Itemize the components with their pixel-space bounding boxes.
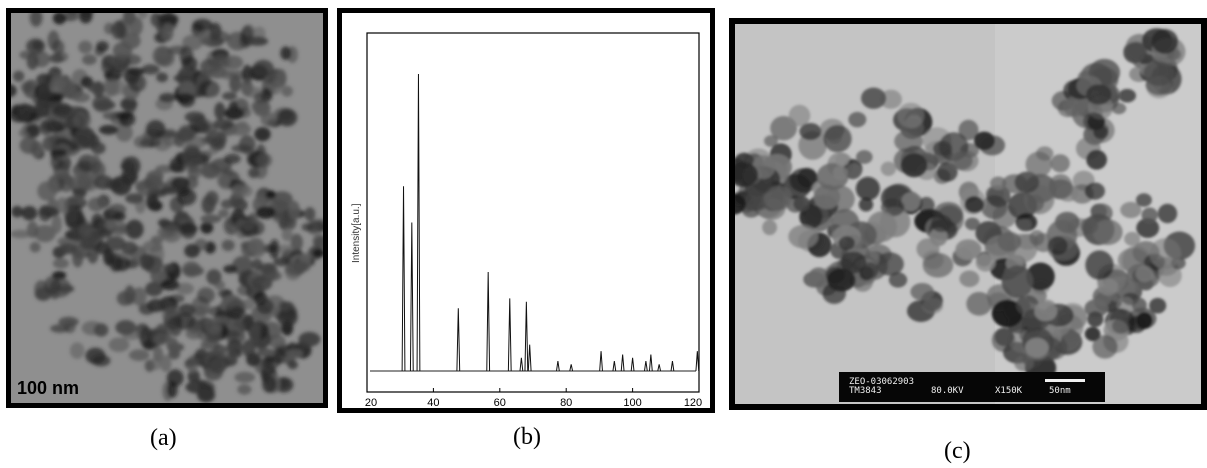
x-tick-label: 120: [684, 397, 702, 408]
tem-micrograph-a: [11, 13, 323, 403]
caption-c: (c): [944, 438, 971, 464]
tem-image-a: 100 nm: [6, 8, 328, 408]
diffraction-peak: [630, 357, 635, 372]
diffraction-peak: [486, 271, 491, 372]
accelerating-voltage: 80.0KV: [931, 386, 964, 396]
x-tick-label: 40: [427, 397, 439, 408]
diffraction-peak: [599, 351, 603, 372]
tem-micrograph-c: [735, 24, 1201, 404]
caption-a: (a): [150, 425, 177, 451]
instrument-id: TM3843: [849, 386, 882, 396]
diffraction-peak: [657, 364, 662, 372]
x-tick-label: 80: [560, 397, 572, 408]
scale-bar: [1045, 379, 1085, 382]
plot-frame: [366, 32, 700, 393]
diffraction-peak: [643, 361, 648, 372]
diffraction-peak: [507, 298, 512, 372]
diffraction-peak: [527, 344, 532, 372]
x-tick-label: 60: [494, 397, 506, 408]
diffraction-peak: [456, 308, 461, 372]
diffraction-peak: [612, 361, 617, 372]
xrd-chart: Intensity[a.u.] 20 40 60 80 100 120: [337, 8, 715, 413]
micrograph-id: ZEO-03062903: [849, 377, 915, 387]
diffraction-peak: [524, 301, 529, 372]
diffraction-peak: [409, 222, 414, 372]
tem-image-c: ZEO-03062903 TM3843 80.0KV X150K 50nm: [729, 18, 1207, 410]
diffraction-peak: [401, 186, 406, 372]
x-tick-label: 20: [365, 397, 377, 408]
diffraction-peak: [670, 361, 675, 372]
magnification: X150K: [995, 386, 1023, 396]
diffraction-peak: [556, 361, 560, 372]
diffraction-peak: [648, 354, 653, 372]
diffraction-peak: [519, 357, 524, 372]
x-tick-label: 100: [623, 397, 641, 408]
scale-bar-label: 50nm: [1049, 386, 1071, 396]
scale-bar-label: 100 nm: [17, 378, 80, 398]
diffraction-peak: [620, 354, 625, 372]
y-axis-label: Intensity[a.u.]: [351, 203, 362, 263]
caption-b: (b): [513, 424, 541, 450]
xrd-plot: Intensity[a.u.] 20 40 60 80 100 120: [351, 32, 702, 408]
diffraction-peak: [569, 364, 574, 372]
diffraction-peak: [416, 73, 421, 372]
instrument-info-bar: ZEO-03062903 TM3843 80.0KV X150K 50nm: [839, 372, 1105, 402]
diffraction-peak: [695, 351, 700, 372]
